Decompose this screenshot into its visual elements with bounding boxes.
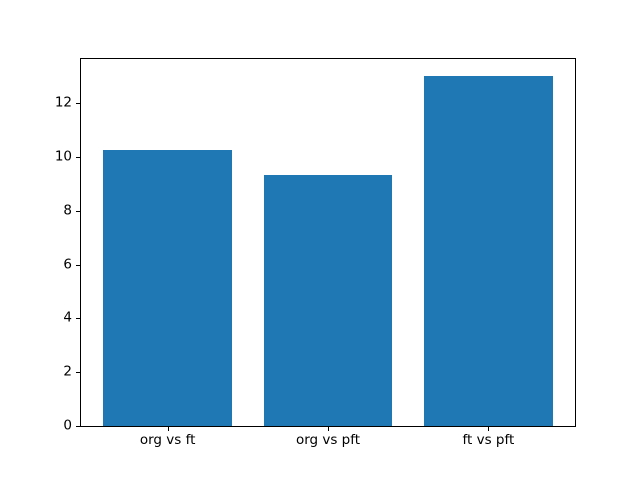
y-tick-label: 2 bbox=[63, 363, 72, 380]
y-tick-label: 4 bbox=[63, 309, 72, 326]
y-tick-mark bbox=[76, 264, 80, 266]
x-tick-mark bbox=[328, 427, 329, 431]
y-tick-mark bbox=[76, 210, 80, 212]
y-tick-label: 12 bbox=[54, 94, 72, 111]
plot-area: 0 2 4 6 8 10 12 org vs ft org vs pft ft vs pft bbox=[55, 58, 576, 447]
bar bbox=[424, 76, 553, 426]
x-tick-label: org vs ft bbox=[139, 432, 196, 448]
x-tick-label: ft vs pft bbox=[462, 432, 515, 448]
bar bbox=[103, 150, 232, 426]
y-tick-mark bbox=[76, 426, 80, 427]
x-tick-label: org vs pft bbox=[295, 432, 361, 448]
y-tick-mark bbox=[76, 103, 80, 105]
y-tick-label: 6 bbox=[63, 255, 72, 272]
x-tick-mark bbox=[167, 427, 169, 431]
y-tick-mark bbox=[76, 372, 80, 374]
x-tick-mark bbox=[488, 427, 490, 431]
y-tick-label: 10 bbox=[54, 148, 72, 165]
y-tick-label: 0 bbox=[63, 417, 72, 434]
y-tick-label: 8 bbox=[63, 202, 72, 219]
y-tick-mark bbox=[76, 157, 80, 159]
y-tick-mark bbox=[76, 318, 80, 320]
bar bbox=[263, 174, 393, 426]
